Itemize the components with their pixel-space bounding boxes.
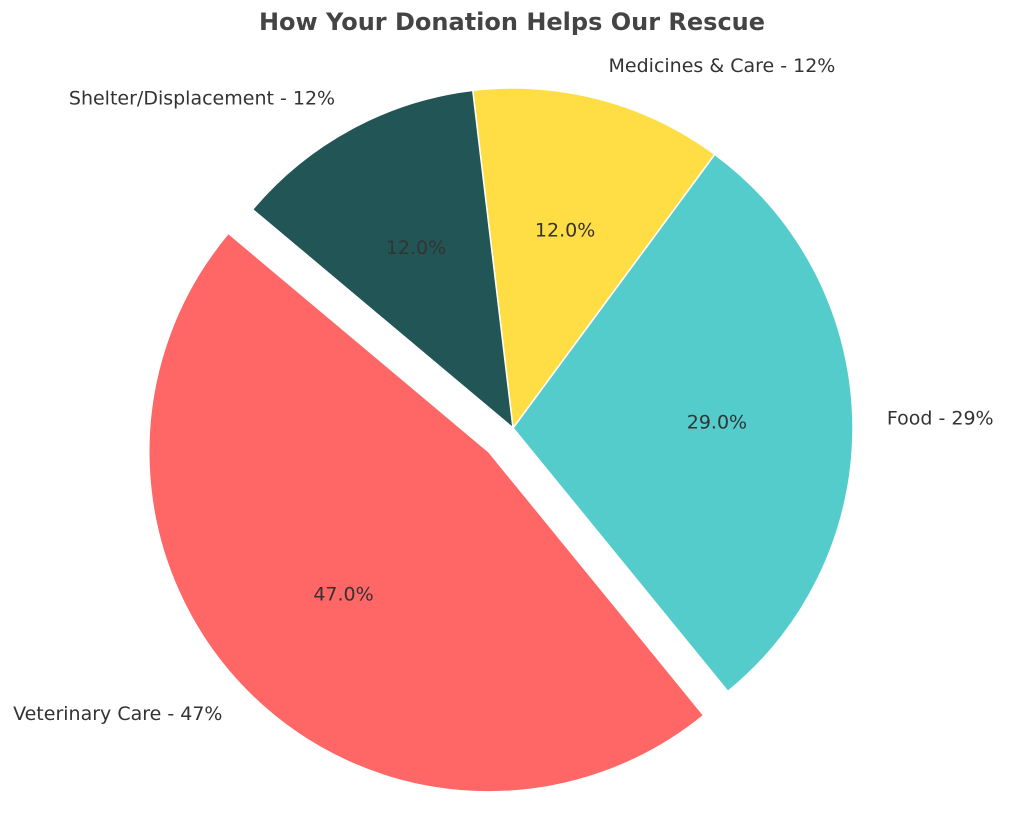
category-label-veterinary-care: Veterinary Care - 47% bbox=[13, 703, 222, 725]
pct-label-shelter-displacement: 12.0% bbox=[386, 237, 446, 259]
pie-labels: 47.0% Veterinary Care - 47% 29.0% Food - 29… bbox=[13, 55, 994, 725]
pct-label-food: 29.0% bbox=[687, 412, 747, 434]
slice-food bbox=[512, 153, 854, 693]
chart-title: How Your Donation Helps Our Rescue bbox=[259, 8, 765, 36]
pct-label-medicines-care: 12.0% bbox=[535, 219, 595, 241]
pct-label-veterinary-care: 47.0% bbox=[313, 584, 373, 606]
slice-medicines-care bbox=[471, 87, 716, 430]
category-label-shelter-displacement: Shelter/Displacement - 12% bbox=[69, 88, 335, 110]
category-label-medicines-care: Medicines & Care - 12% bbox=[609, 55, 836, 77]
pie-slices bbox=[148, 87, 854, 793]
slice-veterinary-care bbox=[148, 232, 705, 793]
slice-shelter-displacement bbox=[251, 89, 514, 430]
category-label-food: Food - 29% bbox=[887, 407, 994, 429]
